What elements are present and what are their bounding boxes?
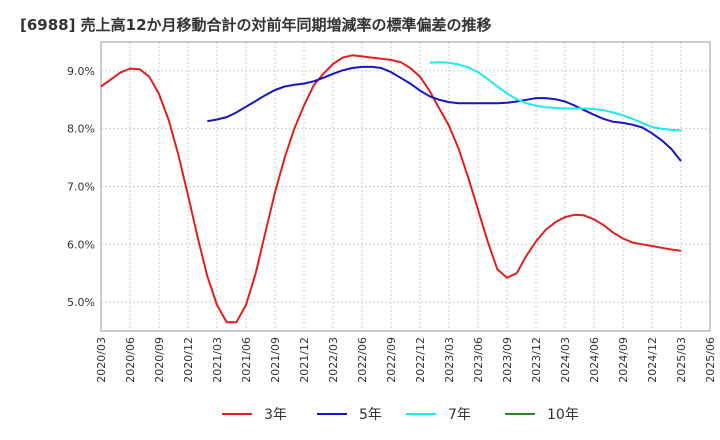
chart-title: [6988] 売上高12か月移動合計の対前年同期増減率の標準偏差の推移 bbox=[20, 16, 492, 34]
x-tick-label: 2025/03 bbox=[675, 337, 688, 383]
x-tick-label: 2022/12 bbox=[414, 337, 427, 383]
y-tick-label: 7.0% bbox=[67, 181, 95, 194]
x-tick-label: 2024/09 bbox=[617, 337, 630, 383]
x-tick-label: 2023/12 bbox=[530, 337, 543, 383]
series-line-2 bbox=[429, 61, 682, 132]
x-tick-label: 2023/03 bbox=[443, 337, 456, 383]
series-layer bbox=[100, 54, 682, 324]
x-tick-label: 2020/06 bbox=[124, 337, 137, 383]
y-tick-label: 6.0% bbox=[67, 238, 95, 251]
series-line-0 bbox=[100, 54, 682, 324]
x-tick-label: 2020/09 bbox=[153, 337, 166, 383]
axis-layer: 5.0% 6.0% 7.0% 8.0% 9.0% 2020/03 2020/06 2020/0… bbox=[67, 41, 717, 383]
x-tick-label: 2024/03 bbox=[559, 337, 572, 383]
x-tick-label: 2022/06 bbox=[356, 337, 369, 383]
y-tick-label: 9.0% bbox=[67, 65, 95, 78]
x-tick-label: 2021/06 bbox=[240, 337, 253, 383]
x-tick-label: 2022/03 bbox=[327, 337, 340, 383]
x-tick-label: 2020/12 bbox=[182, 337, 195, 383]
x-tick-label: 2020/03 bbox=[95, 337, 108, 383]
x-tick-label: 2021/03 bbox=[211, 337, 224, 383]
y-tick-label: 5.0% bbox=[67, 296, 95, 309]
x-tick-label: 2021/12 bbox=[298, 337, 311, 383]
series-line-1 bbox=[207, 65, 682, 162]
x-tick-label: 2021/09 bbox=[269, 337, 282, 383]
legend: 3年 5年 7年 10年 bbox=[222, 407, 579, 423]
x-tick-label: 2023/09 bbox=[501, 337, 514, 383]
legend-label-3: 10年 bbox=[547, 407, 579, 423]
legend-label-0: 3年 bbox=[264, 407, 287, 423]
x-tick-label: 2024/12 bbox=[646, 337, 659, 383]
plot-frame bbox=[100, 41, 711, 332]
x-tick-label: 2025/06 bbox=[704, 337, 717, 383]
x-tick-label: 2022/09 bbox=[385, 337, 398, 383]
x-tick-label: 2024/06 bbox=[588, 337, 601, 383]
legend-label-2: 7年 bbox=[448, 407, 471, 423]
grid-layer bbox=[100, 42, 711, 331]
y-tick-label: 8.0% bbox=[67, 123, 95, 136]
x-tick-label: 2023/06 bbox=[472, 337, 485, 383]
legend-label-1: 5年 bbox=[359, 407, 382, 423]
